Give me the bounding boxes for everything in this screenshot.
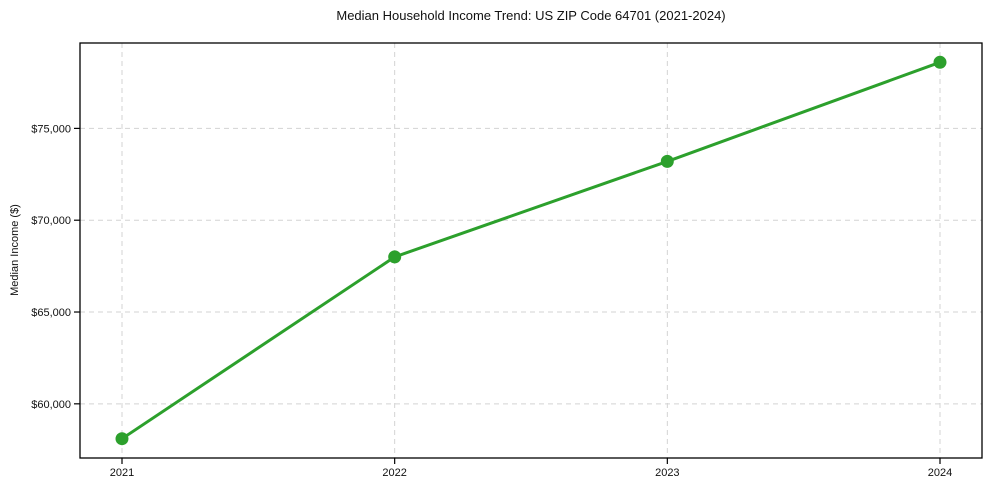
chart-title: Median Household Income Trend: US ZIP Co… (336, 8, 725, 23)
axes: $60,000 $65,000 $70,000 $75,000 2021 2022 2023… (31, 123, 952, 479)
data-point-2023 (660, 154, 674, 168)
y-tick-label: $75,000 (31, 123, 71, 135)
data-point-2024 (933, 55, 947, 69)
trend-line (120, 60, 942, 441)
y-axis-title: Median Income ($) (9, 204, 21, 296)
gridlines (80, 43, 982, 458)
x-tick-label: 2023 (655, 467, 679, 479)
y-tick-label: $65,000 (31, 307, 71, 319)
plot-border (79, 42, 983, 459)
y-tick-label: $60,000 (31, 399, 71, 411)
data-point-2022 (388, 250, 402, 264)
x-tick-label: 2022 (382, 467, 406, 479)
income-series (115, 55, 947, 446)
x-tick-label: 2024 (928, 467, 952, 479)
x-tick-label: 2021 (110, 467, 134, 479)
data-point-2021 (115, 432, 129, 446)
y-tick-label: $70,000 (31, 215, 71, 227)
